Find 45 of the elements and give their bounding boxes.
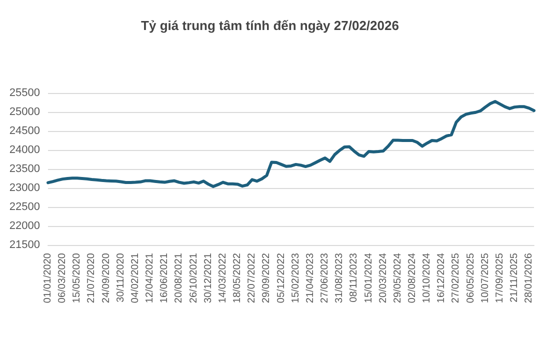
x-tick-label: 29/05/2024: [392, 252, 404, 304]
x-tick-label: 20/08/2021: [174, 252, 185, 304]
x-tick-label: 20/03/2024: [378, 252, 389, 304]
x-tick-label: 15/01/2024: [363, 252, 374, 304]
x-tick-label: 06/03/2020: [57, 252, 68, 304]
y-tick-label: 23000: [9, 182, 40, 194]
x-tick-label: 12/04/2021: [144, 252, 156, 304]
y-tick-label: 22000: [9, 220, 40, 232]
x-tick-label: 01/01/2020: [42, 252, 54, 304]
x-tick-label: 30/11/2020: [115, 252, 126, 302]
y-tick-label: 25000: [9, 106, 40, 118]
x-tick-label: 21/04/2023: [304, 252, 316, 304]
y-tick-label: 23500: [9, 163, 40, 175]
x-tick-label: 21/07/2020: [86, 252, 98, 304]
x-tick-label: 27/02/2025: [450, 252, 462, 304]
x-tick-label: 30/12/2021: [202, 252, 214, 304]
line-series: [46, 100, 536, 188]
x-tick-label: 15/05/2020: [72, 252, 83, 304]
x-tick-label: 18/05/2022: [232, 252, 244, 304]
x-tick-label: 27/06/2023: [320, 252, 331, 304]
x-tick-label: 21/11/2025: [509, 252, 520, 302]
x-tick-label: 10/10/2024: [422, 252, 433, 304]
x-tick-label: 14/03/2022: [217, 252, 228, 304]
y-tick-label: 25500: [9, 87, 40, 99]
y-tick-label: 22500: [9, 201, 40, 213]
x-tick-label: 05/12/2022: [276, 252, 287, 304]
x-tick-label: 06/05/2025: [465, 252, 476, 304]
x-tick-label: 26/10/2021: [188, 252, 200, 304]
x-tick-label: 24/09/2020: [100, 252, 112, 304]
x-tick-label: 22/07/2022: [246, 252, 258, 304]
y-tick-label: 24500: [9, 125, 40, 137]
x-tick-label: 28/01/2026: [524, 252, 535, 304]
x-tick-label: 31/08/2023: [334, 252, 346, 304]
x-tick-label: 10/07/2025: [480, 252, 491, 304]
x-tick-label: 15/02/2023: [290, 252, 302, 304]
x-tick-label: 16/06/2021: [159, 252, 170, 304]
x-tick-label: 08/11/2023: [348, 252, 360, 302]
x-tick-label: 16/12/2024: [436, 252, 448, 304]
y-tick-label: 24000: [9, 144, 40, 156]
x-tick-label: 02/08/2024: [407, 252, 418, 304]
chart-title: Tỷ giá trung tâm tính đến ngày 27/02/2026: [141, 18, 399, 33]
x-tick-label: 04/02/2021: [130, 252, 141, 304]
x-tick-label: 29/09/2022: [261, 252, 272, 304]
x-tick-label: 17/09/2025: [494, 252, 506, 304]
y-tick-label: 21500: [9, 239, 40, 251]
